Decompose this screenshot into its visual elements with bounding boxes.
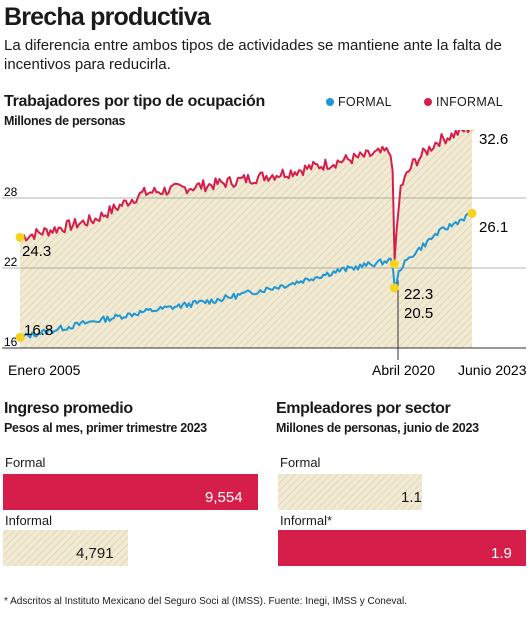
legend-formal-label: FORMAL: [338, 95, 392, 109]
income-informal-bar: [3, 530, 128, 566]
callout-formal-start: 16.8: [24, 322, 53, 339]
footnote: * Adscritos al Instituto Mexicano del Se…: [4, 596, 407, 607]
employers-informal-label: Informal*: [280, 513, 333, 528]
employers-formal-bar-rect: [278, 474, 422, 510]
legend-informal-label: INFORMAL: [436, 95, 503, 109]
marker-formal-end: [467, 208, 477, 218]
line-chart-title: Trabajadores por tipo de ocupación: [4, 93, 265, 110]
employers-formal-label: Formal: [280, 455, 321, 470]
employers-informal-value: 1.9: [491, 545, 512, 562]
marker-informal-start: [15, 232, 25, 242]
employers-informal-bar: [278, 530, 526, 566]
legend-informal: INFORMAL: [424, 95, 503, 109]
marker-formal-start: [15, 332, 25, 342]
income-title: Ingreso promedio: [4, 400, 133, 417]
callout-formal-dip: 20.5: [404, 305, 433, 322]
callout-informal-start: 24.3: [22, 243, 51, 260]
y-tick-16: 16: [4, 335, 18, 349]
page-subtitle: La diferencia entre ambos tipos de activ…: [4, 37, 502, 73]
employers-subtitle: Millones de personas, junio de 2023: [276, 421, 479, 435]
income-informal-bar-rect: [3, 530, 128, 566]
income-subtitle: Pesos al mes, primer trimestre 2023: [4, 421, 207, 435]
callout-informal-dip: 22.3: [404, 286, 433, 303]
formal-series-line: [19, 211, 473, 339]
employers-title: Empleadores por sector: [276, 400, 451, 417]
income-formal-bar: [3, 474, 258, 510]
callout-formal-end: 26.1: [479, 219, 508, 236]
marker-informal-dip: [389, 259, 399, 269]
x-label-mid: Abril 2020: [372, 362, 435, 378]
line-chart: 28 22 16 24.3 16.8 32.6 26.1 22.3 20.5 E…: [2, 130, 527, 378]
employers-formal-value: 1.1: [401, 489, 422, 506]
x-label-end: Junio 2023: [458, 362, 527, 378]
income-informal-label: Informal: [5, 513, 52, 528]
income-formal-label: Formal: [5, 455, 46, 470]
callout-informal-end: 32.6: [479, 131, 508, 148]
legend-informal-swatch: [424, 98, 432, 106]
y-tick-28: 28: [4, 185, 18, 199]
legend-formal: FORMAL: [326, 95, 392, 109]
marker-informal-end: [468, 130, 476, 132]
page-title: Brecha productiva: [4, 3, 211, 31]
endpoint-markers: [15, 130, 477, 342]
income-informal-value: 4,791: [76, 545, 114, 562]
marker-formal-dip: [389, 283, 399, 293]
line-chart-subtitle: Millones de personas: [4, 114, 126, 128]
employers-informal-bar-rect: [278, 530, 526, 566]
legend-formal-swatch: [326, 98, 334, 106]
employers-formal-bar: [278, 474, 422, 510]
informal-series-line: [19, 130, 471, 261]
income-formal-value: 9,554: [205, 489, 243, 506]
y-tick-22: 22: [4, 255, 18, 269]
informal-area-fill: [20, 130, 472, 348]
x-label-start: Enero 2005: [8, 362, 81, 378]
income-formal-bar-rect: [3, 474, 258, 510]
